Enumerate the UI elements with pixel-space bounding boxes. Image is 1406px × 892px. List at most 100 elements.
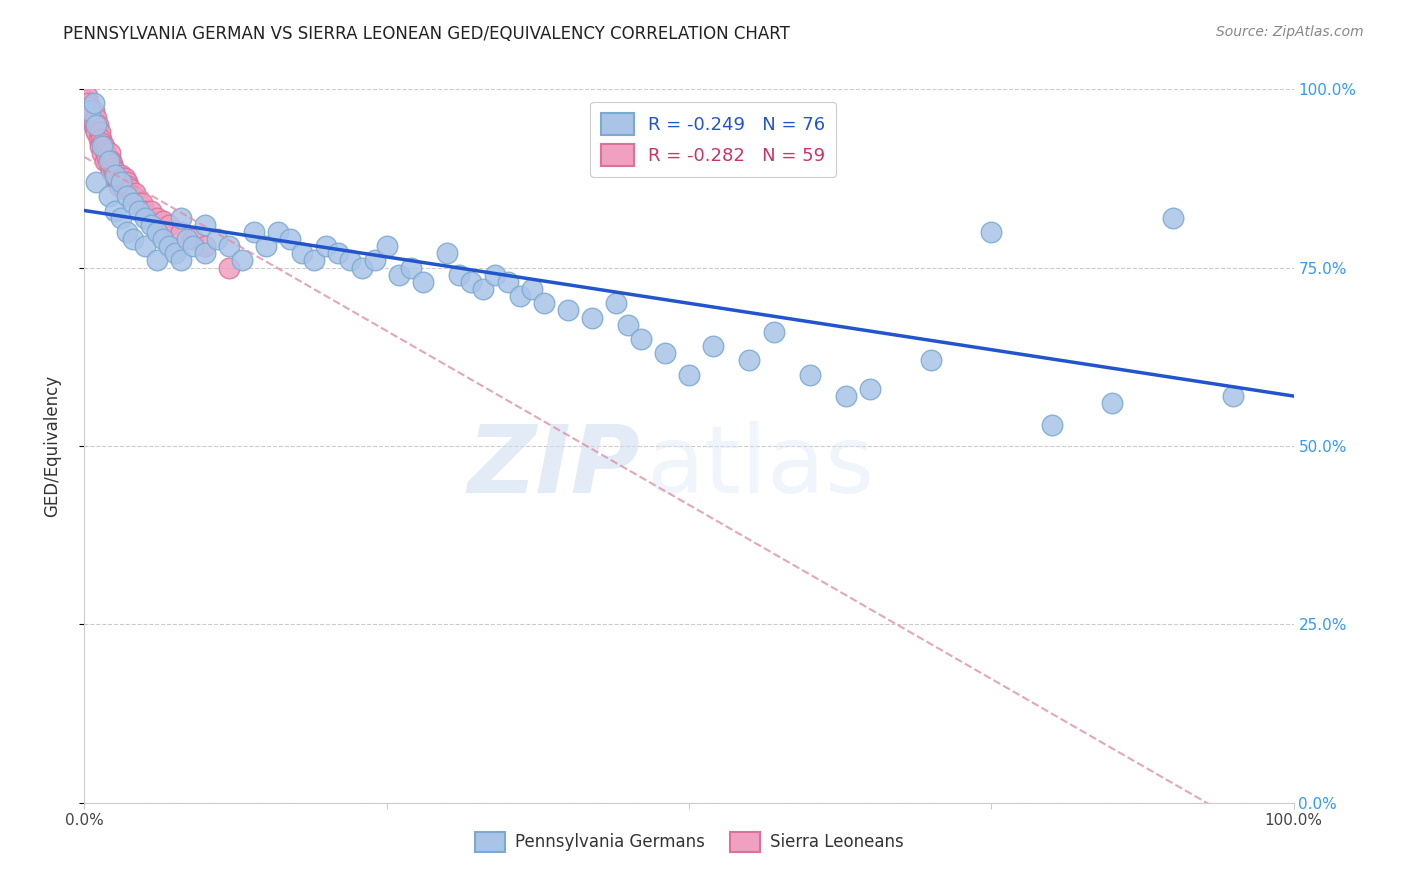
Point xyxy=(375,239,398,253)
Point xyxy=(1222,389,1244,403)
Point xyxy=(115,189,138,203)
Point xyxy=(91,139,114,153)
Point xyxy=(436,246,458,260)
Point xyxy=(121,189,143,203)
Point xyxy=(98,146,121,161)
Text: Source: ZipAtlas.com: Source: ZipAtlas.com xyxy=(1216,25,1364,39)
Point xyxy=(291,246,314,260)
Point xyxy=(94,153,117,168)
Point xyxy=(87,132,110,146)
Point xyxy=(100,164,122,178)
Point xyxy=(170,225,193,239)
Point xyxy=(1161,211,1184,225)
Point xyxy=(86,175,108,189)
Point xyxy=(128,203,150,218)
Point xyxy=(86,118,108,132)
Point xyxy=(176,232,198,246)
Point xyxy=(496,275,519,289)
Point xyxy=(97,153,120,168)
Point xyxy=(738,353,761,368)
Point xyxy=(107,175,129,189)
Point xyxy=(96,150,118,164)
Point xyxy=(115,225,138,239)
Point xyxy=(131,196,153,211)
Point xyxy=(278,232,301,246)
Text: ZIP: ZIP xyxy=(468,421,641,514)
Point xyxy=(104,168,127,182)
Point xyxy=(121,232,143,246)
Point xyxy=(165,246,187,260)
Point xyxy=(117,178,139,193)
Point xyxy=(920,353,942,368)
Point xyxy=(799,368,821,382)
Point xyxy=(702,339,724,353)
Point xyxy=(762,325,785,339)
Point xyxy=(194,239,217,253)
Point xyxy=(83,103,105,118)
Point xyxy=(302,253,325,268)
Point xyxy=(93,139,115,153)
Point xyxy=(146,253,169,268)
Point xyxy=(80,111,103,125)
Point xyxy=(267,225,290,239)
Point xyxy=(101,157,124,171)
Point xyxy=(134,211,156,225)
Point xyxy=(97,157,120,171)
Point xyxy=(146,211,169,225)
Point xyxy=(328,246,350,260)
Point xyxy=(449,268,471,282)
Point xyxy=(835,389,858,403)
Point xyxy=(110,211,132,225)
Point xyxy=(339,253,361,268)
Point xyxy=(146,225,169,239)
Point xyxy=(124,186,146,200)
Point xyxy=(79,103,101,118)
Point xyxy=(207,232,229,246)
Point xyxy=(121,196,143,211)
Point xyxy=(157,218,180,232)
Point xyxy=(86,111,108,125)
Point xyxy=(157,239,180,253)
Point xyxy=(352,260,374,275)
Point xyxy=(114,171,136,186)
Point xyxy=(104,168,127,182)
Point xyxy=(581,310,603,325)
Point xyxy=(170,253,193,268)
Point xyxy=(605,296,627,310)
Text: atlas: atlas xyxy=(647,421,875,514)
Point xyxy=(90,132,112,146)
Point xyxy=(83,118,105,132)
Point xyxy=(79,103,101,118)
Point xyxy=(152,214,174,228)
Point xyxy=(980,225,1002,239)
Point xyxy=(110,168,132,182)
Point xyxy=(152,232,174,246)
Point xyxy=(460,275,482,289)
Point xyxy=(91,136,114,150)
Point xyxy=(77,96,100,111)
Point xyxy=(112,175,135,189)
Point xyxy=(115,175,138,189)
Point xyxy=(557,303,579,318)
Point xyxy=(533,296,555,310)
Point xyxy=(399,260,422,275)
Point xyxy=(134,239,156,253)
Point xyxy=(363,253,385,268)
Point xyxy=(128,196,150,211)
Point xyxy=(139,203,162,218)
Y-axis label: GED/Equivalency: GED/Equivalency xyxy=(42,375,60,517)
Point xyxy=(108,178,131,193)
Point xyxy=(97,189,120,203)
Point xyxy=(79,107,101,121)
Point xyxy=(104,203,127,218)
Point xyxy=(104,171,127,186)
Point xyxy=(472,282,495,296)
Point xyxy=(110,175,132,189)
Point xyxy=(86,125,108,139)
Point xyxy=(231,253,253,268)
Point xyxy=(218,239,240,253)
Point xyxy=(84,121,107,136)
Point xyxy=(218,260,240,275)
Point xyxy=(89,139,111,153)
Point xyxy=(86,118,108,132)
